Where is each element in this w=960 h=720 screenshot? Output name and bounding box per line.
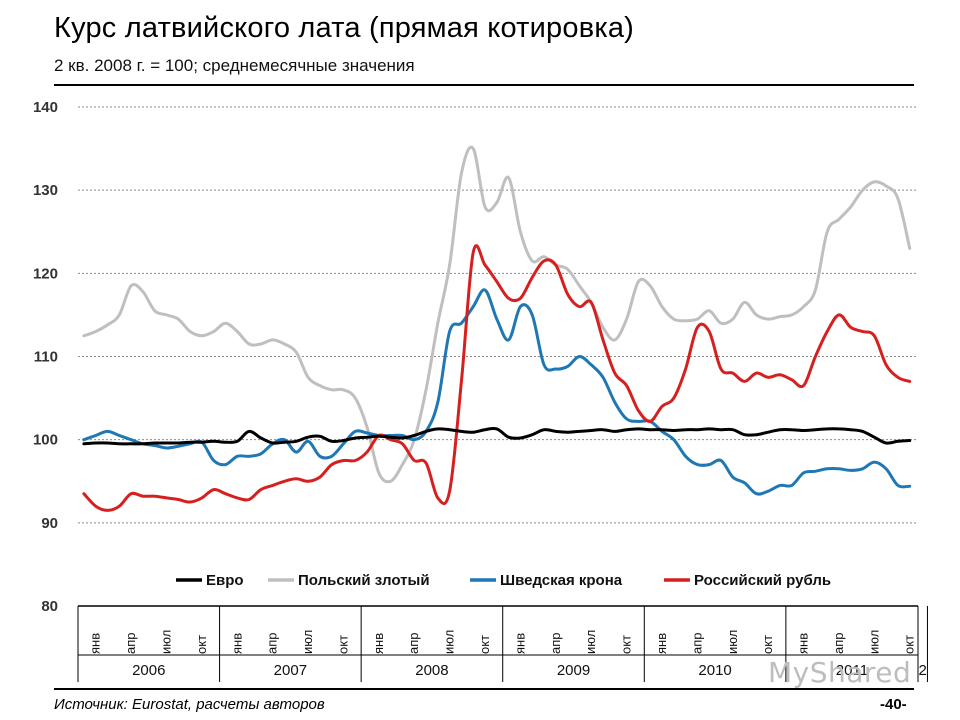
legend-label-euro: Евро: [206, 572, 244, 589]
series-line-sek: [82, 288, 912, 496]
month-tick-label: июл: [583, 630, 598, 654]
month-tick-label: июл: [725, 630, 740, 654]
chart-subtitle: 2 кв. 2008 г. = 100; среднемесячные знач…: [54, 56, 415, 75]
year-label: 2: [919, 662, 927, 679]
legend-label-rub: Российский рубль: [694, 572, 831, 589]
year-label: 2011: [836, 662, 868, 679]
y-tick-label: 80: [41, 598, 58, 615]
month-tick-label: апр: [123, 633, 138, 655]
month-tick-label: апр: [265, 633, 280, 655]
watermark: MyShared: [768, 656, 912, 689]
y-tick-label: 110: [34, 349, 58, 366]
month-tick-label: июл: [866, 630, 881, 654]
month-tick-label: апр: [831, 633, 846, 655]
month-tick-label: окт: [335, 635, 350, 654]
legend-label-pln: Польский злотый: [298, 572, 430, 589]
month-tick-label: окт: [477, 635, 492, 654]
month-tick-label: окт: [194, 635, 209, 654]
y-tick-label: 90: [41, 515, 58, 532]
year-label: 2006: [132, 662, 165, 679]
month-tick-label: янв: [796, 633, 811, 654]
series-line-euro: [82, 426, 912, 446]
month-tick-label: янв: [654, 633, 669, 654]
month-tick-label: янв: [512, 633, 527, 654]
month-tick-label: июл: [158, 630, 173, 654]
page-number: -40-: [880, 696, 907, 713]
month-tick-label: апр: [689, 633, 704, 655]
month-tick-label: янв: [229, 633, 244, 654]
month-tick-label: апр: [406, 633, 421, 655]
y-tick-label: 130: [33, 182, 58, 199]
top-rule: [54, 84, 914, 86]
month-tick-label: июл: [300, 630, 315, 654]
y-tick-label: 120: [33, 265, 58, 282]
legend-label-sek: Шведская крона: [500, 572, 623, 589]
month-tick-label: окт: [902, 635, 917, 654]
year-label: 2009: [557, 662, 590, 679]
bottom-rule: [54, 688, 914, 690]
month-tick-label: окт: [760, 635, 775, 654]
year-label: 2010: [698, 662, 731, 679]
month-tick-label: июл: [442, 630, 457, 654]
chart-title: Курс латвийского лата (прямая котировка): [54, 12, 635, 44]
source-note: Источник: Eurostat, расчеты авторов: [54, 696, 325, 713]
month-tick-label: окт: [619, 635, 634, 654]
month-tick-label: янв: [88, 633, 103, 654]
series-line-pln: [82, 145, 912, 484]
y-tick-label: 140: [33, 99, 58, 116]
series-line-rub: [82, 244, 912, 512]
y-tick-label: 100: [33, 432, 58, 449]
month-tick-label: апр: [548, 633, 563, 655]
year-label: 2007: [274, 662, 307, 679]
month-tick-label: янв: [371, 633, 386, 654]
year-label: 2008: [415, 662, 448, 679]
